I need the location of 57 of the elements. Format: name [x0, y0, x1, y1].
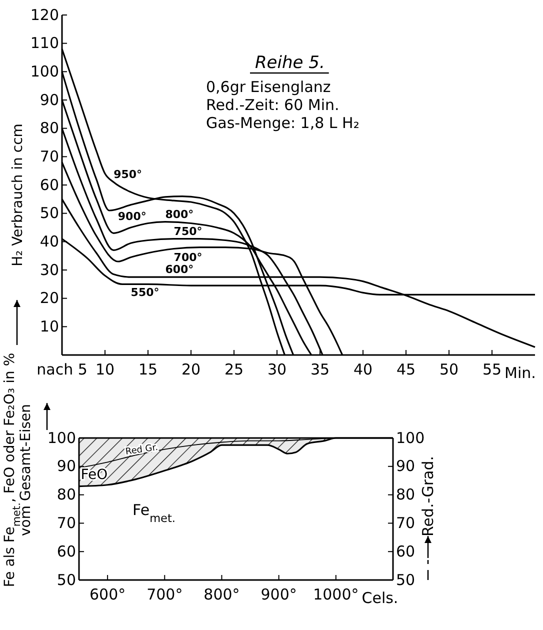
x-tick-label: 15: [138, 360, 158, 378]
x-tick-label: 20: [181, 360, 201, 378]
x-tick-label: 40: [353, 360, 373, 378]
y2-axis-title: Red.-Grad.: [419, 456, 437, 537]
y-tick-label: 100: [30, 62, 59, 80]
y2-tick-label: 50: [396, 570, 416, 589]
x-tick-label: 800°: [204, 586, 240, 604]
series-label: 550°: [130, 286, 160, 300]
annotation: Gas-Menge: 1,8 L H₂: [206, 114, 360, 132]
x-tick-label: 10: [95, 360, 115, 378]
y-tick-label: 20: [40, 289, 59, 308]
x-axis-title: Min.: [504, 364, 536, 382]
y-tick-label: 10: [40, 317, 59, 336]
y-tick-label: 60: [40, 176, 59, 194]
y2-tick-label: 80: [396, 486, 416, 504]
x-tick-label: 25: [224, 360, 244, 378]
series-label: 700°: [174, 250, 202, 264]
x-tick-label: 35: [310, 360, 330, 378]
x-tick-label: 700°: [146, 586, 183, 604]
y-tick-label: 30: [40, 260, 59, 279]
y-tick-label: 40: [40, 232, 59, 250]
y-tick-label: 120: [30, 6, 59, 24]
x-tick-label: nach 5: [36, 360, 88, 378]
y-tick-label: 80: [40, 119, 59, 138]
y-tick-label: 110: [30, 34, 59, 52]
y-tick-label: 50: [56, 570, 76, 589]
y2-tick-label: 60: [396, 542, 416, 560]
x-tick-label: 50: [439, 360, 459, 378]
x-tick-label: 30: [267, 360, 287, 378]
y-tick-label: 100: [47, 428, 76, 447]
x-tick-label: 900°: [260, 586, 297, 604]
series-label: 900°: [118, 210, 146, 224]
series-label: 600°: [165, 263, 194, 276]
x-tick-label: 55: [482, 360, 502, 378]
y-tick-label: 50: [40, 204, 59, 222]
y2-tick-label: 70: [396, 514, 416, 532]
series-label: Fe$_{met.}$: [132, 500, 176, 524]
y2-tick-label: 100: [396, 428, 425, 447]
x-axis-title: Cels.: [362, 589, 398, 607]
x-tick-label: 45: [396, 360, 416, 378]
y-tick-label: 60: [56, 542, 76, 560]
y-tick-label: 80: [56, 486, 76, 504]
series-label: 800°: [165, 208, 194, 221]
annotation: 0,6gr Eisenglanz: [206, 78, 331, 96]
series-label: 950°: [114, 168, 142, 182]
y-axis-title: H₂ Verbrauch in ccm: [10, 124, 26, 266]
x-tick-label: 600°: [89, 586, 126, 604]
y2-tick-label: 90: [396, 457, 416, 476]
y-tick-label: 90: [56, 457, 76, 476]
y-tick-label: 90: [40, 90, 59, 109]
y-tick-label: 70: [40, 147, 59, 166]
series-label: 750°: [174, 224, 202, 238]
text: Red Gr.: [124, 442, 159, 458]
text: Reihe 5.: [255, 53, 325, 73]
x-tick-label: 1000°: [313, 586, 359, 604]
y-tick-label: 70: [56, 514, 76, 532]
annotation: Red.-Zeit: 60 Min.: [206, 96, 340, 114]
